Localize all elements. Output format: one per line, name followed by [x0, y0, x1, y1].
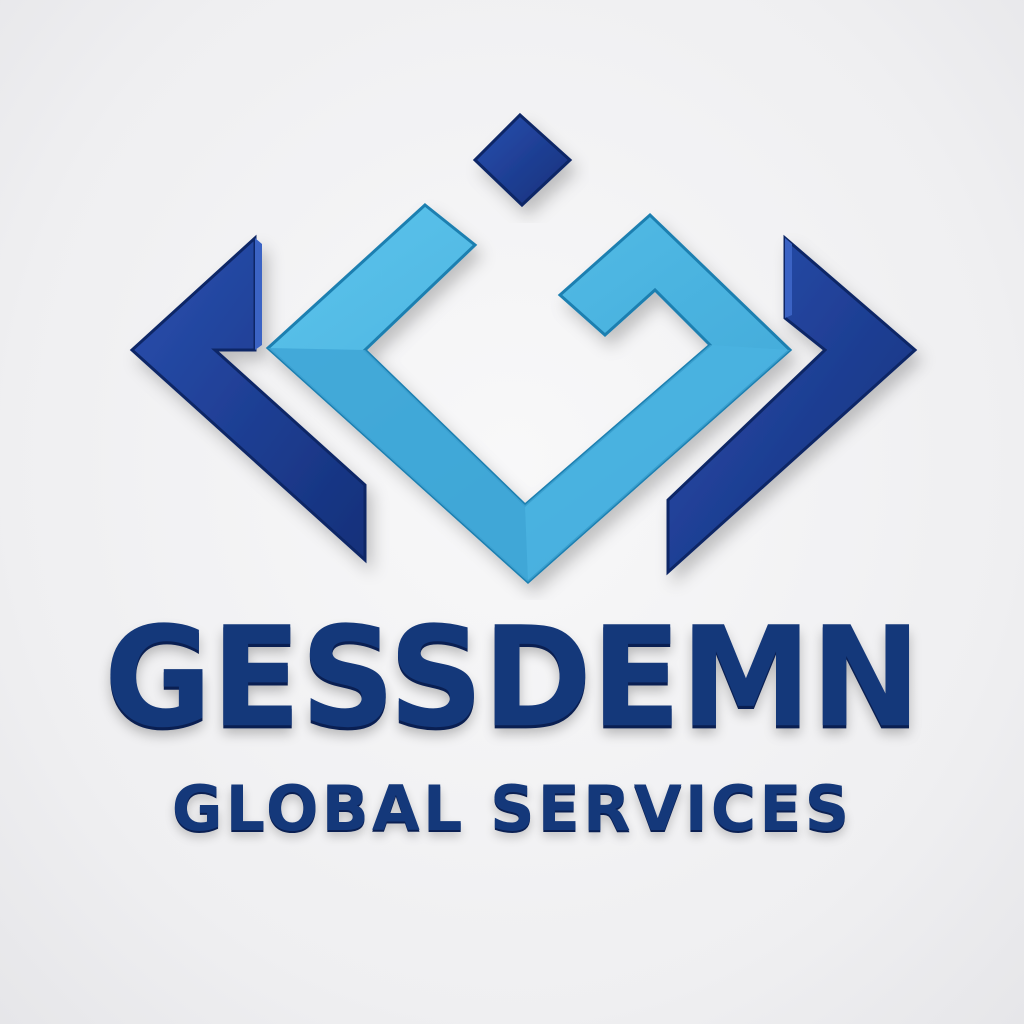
square-dot-icon: [475, 115, 570, 205]
tagline: GLOBAL SERVICES: [0, 778, 1024, 840]
brand-name: GESSDEMN: [0, 609, 1024, 748]
logo-emblem: [0, 0, 1024, 600]
